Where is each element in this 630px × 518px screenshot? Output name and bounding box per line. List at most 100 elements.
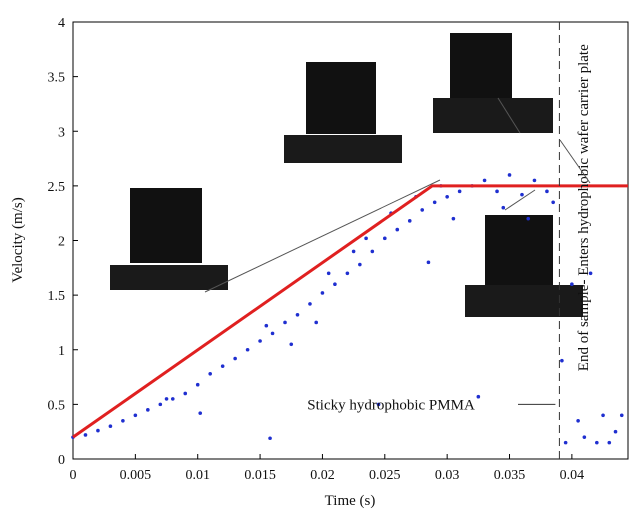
data-point: [314, 320, 319, 325]
data-point: [183, 391, 188, 396]
y-tick-label: 4: [58, 16, 65, 31]
annotation: End of sample- Enters hydrophobic wafer …: [576, 44, 592, 371]
photo: [450, 33, 512, 98]
y-tick-label: 3.5: [48, 71, 66, 86]
data-point: [551, 200, 555, 205]
data-point: [264, 323, 269, 328]
data-point: [345, 271, 350, 276]
data-point: [370, 249, 375, 254]
annotation: Sticky hydrophobic PMMA: [307, 397, 475, 413]
data-point: [364, 236, 368, 241]
data-point: [426, 260, 431, 265]
data-point: [595, 440, 599, 445]
y-tick-label: 1.5: [48, 289, 66, 304]
x-tick-label: 0.01: [185, 468, 210, 483]
data-point: [220, 364, 225, 368]
velocity-line: [72, 184, 628, 439]
data-point: [164, 397, 169, 401]
data-point: [333, 282, 337, 287]
data-point: [326, 271, 331, 276]
data-point: [445, 195, 449, 199]
x-axis-label: Time (s): [325, 493, 376, 509]
data-point: [432, 200, 437, 205]
data-point: [588, 271, 593, 276]
data-point: [121, 418, 125, 423]
data-point: [451, 216, 456, 221]
data-point: [170, 397, 175, 401]
x-tick-label: 0.04: [560, 468, 585, 483]
y-tick-label: 0: [58, 453, 65, 468]
data-point: [395, 227, 400, 232]
data-point: [407, 219, 412, 223]
x-tick-label: 0.02: [310, 468, 335, 483]
data-point: [96, 428, 100, 433]
data-point: [233, 356, 237, 361]
data-point: [208, 371, 212, 376]
data-point: [320, 291, 325, 295]
data-point: [526, 216, 531, 221]
data-point: [351, 249, 356, 254]
photo: [130, 188, 202, 263]
data-point: [582, 435, 587, 439]
data-point: [619, 413, 624, 418]
data-point: [501, 205, 506, 210]
data-point: [507, 173, 512, 177]
x-tick-label: 0.015: [244, 468, 276, 483]
photo-pointer: [204, 179, 441, 293]
data-point: [613, 429, 618, 434]
data-point: [245, 347, 250, 352]
photo-pointer: [497, 97, 521, 134]
y-tick-label: 2: [58, 235, 65, 250]
x-tick-label: 0.035: [494, 468, 526, 483]
photo: [110, 265, 228, 290]
data-point: [520, 192, 524, 197]
photo: [306, 62, 376, 134]
data-point: [560, 358, 564, 363]
data-point: [495, 189, 499, 194]
data-point: [308, 302, 312, 306]
data-point: [601, 413, 605, 418]
x-tick-label: 0: [70, 468, 77, 483]
data-point: [158, 402, 163, 407]
data-point: [545, 189, 549, 194]
data-point: [195, 382, 200, 387]
data-point: [283, 320, 287, 325]
y-axis-label: Velocity (m/s): [10, 197, 26, 282]
y-tick-label: 3: [58, 125, 65, 140]
x-tick-label: 0.005: [120, 468, 152, 483]
data-point: [607, 440, 612, 445]
data-point: [382, 236, 387, 241]
data-point: [576, 418, 580, 423]
data-point: [563, 440, 568, 445]
y-tick-label: 1: [58, 344, 65, 359]
photo: [284, 135, 402, 163]
y-tick-label: 2.5: [48, 180, 66, 195]
data-point: [482, 178, 487, 183]
data-point: [83, 433, 88, 437]
data-point: [570, 282, 574, 287]
data-point: [476, 394, 481, 399]
data-point: [198, 411, 203, 415]
data-point: [108, 424, 113, 429]
photo-pointer: [504, 189, 536, 211]
data-point: [358, 262, 362, 267]
data-point: [268, 436, 272, 441]
photo: [485, 215, 553, 287]
data-point: [420, 208, 425, 212]
data-point: [258, 339, 262, 343]
data-point: [376, 402, 381, 407]
photo-pointer: [559, 139, 591, 184]
data-point: [289, 342, 294, 347]
x-tick-label: 0.025: [369, 468, 401, 483]
data-point: [457, 189, 462, 194]
data-point: [133, 413, 138, 418]
x-tick-label: 0.03: [435, 468, 460, 483]
y-tick-label: 0.5: [48, 398, 66, 413]
photo: [465, 285, 583, 317]
photo: [433, 98, 553, 133]
data-point: [270, 331, 275, 336]
data-point: [146, 408, 150, 412]
data-point: [532, 178, 537, 183]
data-point: [295, 312, 300, 317]
